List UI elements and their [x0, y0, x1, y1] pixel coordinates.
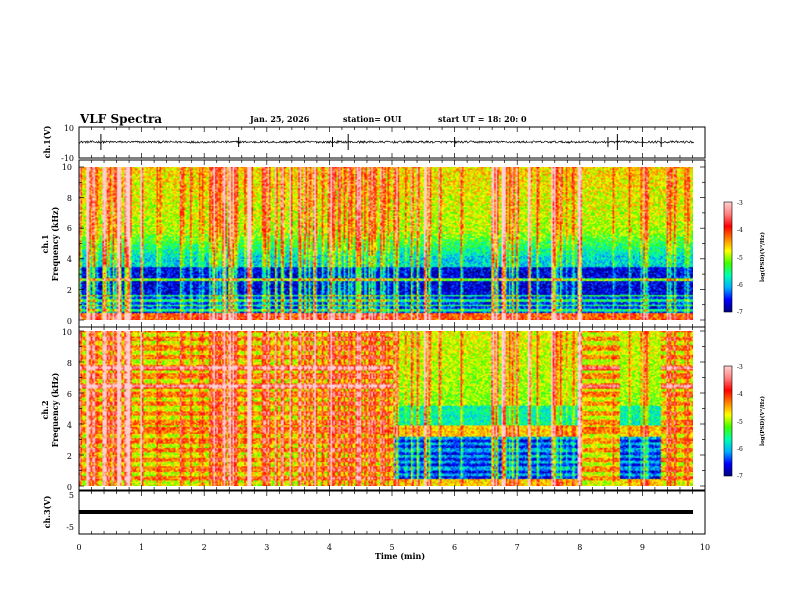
- ch3-ytick-top: 5: [69, 491, 74, 500]
- ch2-spectrogram-panel: 10 8 6 4 2 0 ch.2 Frequency (kHz): [40, 326, 706, 492]
- ch1-freq-tick-4: 4: [67, 255, 72, 264]
- cb2-tick--6: -6: [737, 446, 743, 453]
- cb1-tick--3: -3: [737, 200, 743, 207]
- time-axis-tick-labels: 0 1 2 3 4 5 6 7 8 9 10: [76, 543, 710, 552]
- ch3-time-ticks: [78, 491, 706, 534]
- ch3-waveform-panel: 5 -5 ch.3(V): [42, 490, 706, 535]
- colorbar-ch1-gradient: [723, 201, 733, 313]
- time-tick-4: 4: [327, 543, 332, 552]
- time-tick-10: 10: [700, 543, 710, 552]
- ch3-ylabel: ch.3(V): [42, 495, 52, 528]
- ch2-spec-time-ticks: [78, 327, 706, 490]
- ch2-spec-ylabel: ch.2: [40, 400, 50, 419]
- cb1-tick--6: -6: [737, 282, 743, 289]
- ch1-spectrogram-image: [79, 167, 693, 320]
- cb2-tick--4: -4: [737, 391, 743, 398]
- ch2-freq-tick-6: 6: [67, 390, 72, 399]
- time-tick-5: 5: [389, 543, 394, 552]
- figure-title: VLF Spectra: [79, 112, 162, 126]
- station-label: station= OUI: [343, 114, 402, 124]
- ch2-freq-tick-2: 2: [67, 452, 72, 461]
- time-axis-label: Time (min): [375, 551, 425, 561]
- cb2-tick--7: -7: [737, 473, 743, 480]
- colorbar-ch1: -3 -4 -5 -6 -7 log(PSD)(V²/Hz): [723, 200, 766, 316]
- ch1-waveform-panel: 10 -10 ch.1(V): [42, 124, 706, 163]
- ch2-freq-tick-4: 4: [67, 421, 72, 430]
- cb2-tick--5: -5: [737, 419, 743, 426]
- cb1-tick--4: -4: [737, 227, 743, 234]
- cb1-tick--5: -5: [737, 255, 743, 262]
- ch1-freq-tick-8: 8: [67, 194, 72, 203]
- ch2-spectrogram-image: [79, 331, 693, 486]
- ch3-ytick-bottom: -5: [66, 523, 74, 532]
- time-tick-1: 1: [139, 543, 144, 552]
- ch1-spec-ylabel: ch.1: [40, 234, 50, 253]
- start-time-label: start UT = 18: 20: 0: [438, 114, 527, 124]
- ch2-freq-tick-10: 10: [62, 328, 72, 337]
- ch1-freq-tick-0: 0: [67, 317, 72, 326]
- time-tick-0: 0: [76, 543, 81, 552]
- cb1-label: log(PSD)(V²/Hz): [759, 232, 766, 282]
- ch2-spec-freq-label: Frequency (kHz): [50, 372, 60, 447]
- ch1-freq-tick-10: 10: [62, 163, 72, 172]
- time-tick-3: 3: [264, 543, 269, 552]
- ch1-freq-tick-6: 6: [67, 224, 72, 233]
- time-tick-6: 6: [452, 543, 457, 552]
- ch2-freq-tick-8: 8: [67, 359, 72, 368]
- ch2-spec-freq-ticks: [79, 330, 705, 487]
- ch1-spectrogram-panel: 10 8 6 4 2 0 ch.1 Frequency (kHz): [40, 159, 706, 328]
- time-tick-8: 8: [577, 543, 582, 552]
- ch1-freq-tick-2: 2: [67, 286, 72, 295]
- time-tick-9: 9: [640, 543, 645, 552]
- ch1-ylabel: ch.1(V): [42, 125, 52, 158]
- time-tick-7: 7: [515, 543, 520, 552]
- time-tick-2: 2: [202, 543, 207, 552]
- cb2-label: log(PSD)(V²/Hz): [759, 396, 766, 446]
- cb1-tick--7: -7: [737, 309, 743, 316]
- ch1-ytick-bottom: -10: [61, 154, 74, 163]
- ch1-spikes: [100, 134, 662, 150]
- ch1-time-ticks: [78, 127, 706, 158]
- ch1-trace: [79, 139, 694, 145]
- ch1-ytick-top: 10: [64, 124, 74, 133]
- colorbar-ch2-gradient: [723, 365, 733, 477]
- ch2-freq-tick-0: 0: [67, 483, 72, 492]
- date-label: Jan. 25, 2026: [249, 114, 310, 124]
- colorbar-ch2: -3 -4 -5 -6 -7 log(PSD)(V²/Hz): [723, 364, 766, 480]
- cb2-tick--3: -3: [737, 364, 743, 371]
- ch1-spec-freq-ticks: [79, 166, 705, 321]
- ch1-spec-freq-label: Frequency (kHz): [50, 206, 60, 281]
